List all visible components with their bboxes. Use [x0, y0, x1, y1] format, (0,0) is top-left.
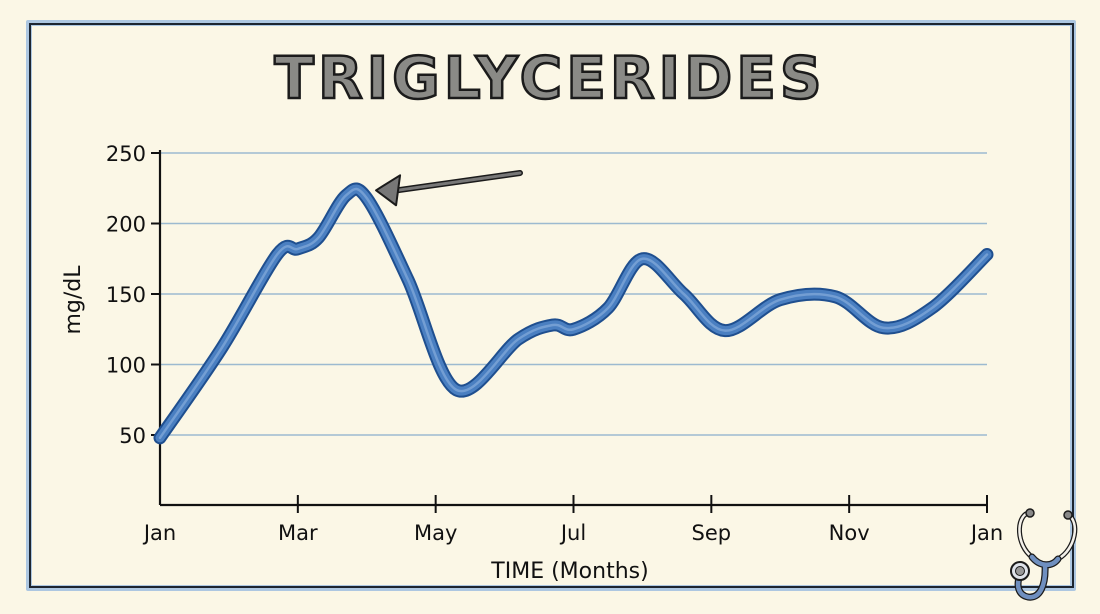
x-tick-label: Jan — [969, 521, 1003, 545]
peak-arrow-annotation — [375, 170, 523, 207]
x-tick-label: Mar — [278, 521, 318, 545]
y-tick-label: 250 — [106, 142, 146, 166]
x-tick-label: Jul — [559, 521, 586, 545]
y-tick-label: 200 — [106, 213, 146, 237]
chart-title: TRIGLYCERIDES — [273, 43, 826, 114]
y-axis-ticks: 50 100 150 200 250 — [106, 142, 160, 448]
frame-inner-border — [29, 23, 1074, 588]
y-tick-label: 150 — [106, 283, 146, 307]
x-tick-label: Jan — [142, 521, 176, 545]
y-tick-label: 100 — [106, 354, 146, 378]
x-tick-label: Nov — [829, 521, 870, 545]
data-series — [153, 182, 994, 445]
x-axis-label: TIME (Months) — [490, 559, 648, 584]
y-axis-label: mg/dL — [61, 265, 86, 335]
grid-lines — [160, 152, 987, 436]
x-axis-ticks: Jan Mar May Jul Sep Nov Jan — [142, 495, 1003, 545]
y-tick-label: 50 — [119, 424, 146, 448]
x-tick-label: May — [414, 521, 457, 545]
series-line — [155, 184, 992, 443]
stethoscope-icon — [1010, 508, 1078, 601]
x-tick-label: Sep — [692, 521, 732, 545]
